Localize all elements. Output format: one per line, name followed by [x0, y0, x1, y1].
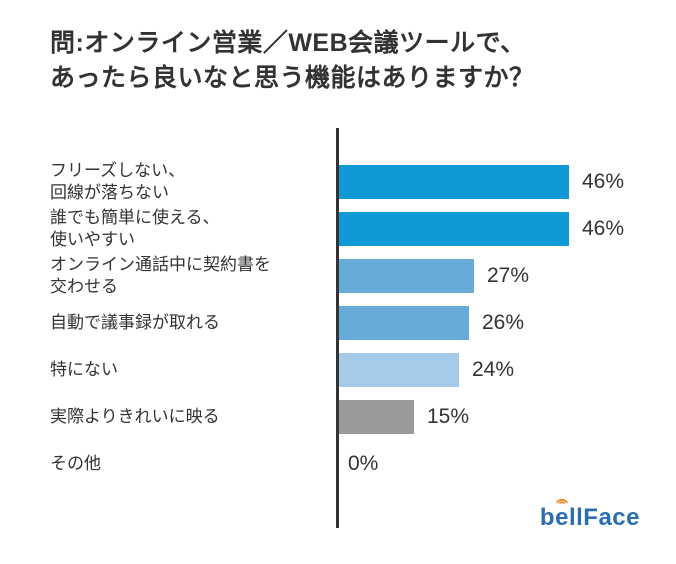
value-label: 26% — [482, 310, 525, 334]
logo-arc-letter: e — [555, 504, 569, 531]
bar — [339, 211, 569, 246]
logo-text-after: llFace — [568, 504, 640, 531]
value-label: 24% — [472, 357, 515, 381]
bar-chart: フリーズしない、 回線が落ちない 46% 誰でも簡単に使える、 使いやすい 46… — [50, 128, 656, 528]
chart-row: 誰でも簡単に使える、 使いやすい 46% — [50, 205, 656, 252]
logo-text-before: b — [539, 504, 556, 531]
value-label: 0% — [348, 451, 379, 475]
bellface-logo: b e llFace — [539, 498, 640, 532]
logo-arc-letter-wrap: e — [555, 498, 569, 532]
chart-rows: フリーズしない、 回線が落ちない 46% 誰でも簡単に使える、 使いやすい 46… — [50, 158, 656, 487]
bar-area: 24% — [339, 346, 514, 393]
category-label: 誰でも簡単に使える、 使いやすい — [50, 207, 220, 249]
chart-row: 特にない 24% — [50, 346, 656, 393]
value-label: 27% — [487, 263, 530, 287]
bar — [339, 258, 474, 293]
bar-area: 27% — [339, 252, 529, 299]
bar — [339, 352, 459, 387]
chart-title: 問:オンライン営業／WEB会議ツールで、 あったら良いなと思う機能はありますか？ — [50, 29, 535, 92]
bar — [339, 305, 469, 340]
bar-area: 26% — [339, 299, 524, 346]
chart-row: 自動で議事録が取れる 26% — [50, 299, 656, 346]
category-label: オンライン通話中に契約書を 交わせる — [50, 254, 271, 296]
category-label: 実際よりきれいに映る — [50, 406, 220, 426]
bar — [339, 399, 414, 434]
chart-row: 実際よりきれいに映る 15% — [50, 393, 656, 440]
category-label: 自動で議事録が取れる — [50, 312, 220, 332]
category-label: フリーズしない、 回線が落ちない — [50, 160, 186, 202]
bar — [339, 164, 569, 199]
bar-area: 15% — [339, 393, 469, 440]
chart-row: その他 0% — [50, 440, 656, 487]
chart-row: オンライン通話中に契約書を 交わせる 27% — [50, 252, 656, 299]
bar-area: 0% — [339, 440, 378, 487]
bar-area: 46% — [339, 205, 624, 252]
value-label: 15% — [427, 404, 470, 428]
category-label: その他 — [50, 453, 101, 473]
bar-area: 46% — [339, 158, 624, 205]
category-label: 特にない — [50, 359, 118, 379]
chart-row: フリーズしない、 回線が落ちない 46% — [50, 158, 656, 205]
value-label: 46% — [582, 216, 625, 240]
wifi-arcs-icon — [556, 498, 568, 504]
value-label: 46% — [582, 169, 625, 193]
vertical-axis-line — [336, 128, 339, 528]
